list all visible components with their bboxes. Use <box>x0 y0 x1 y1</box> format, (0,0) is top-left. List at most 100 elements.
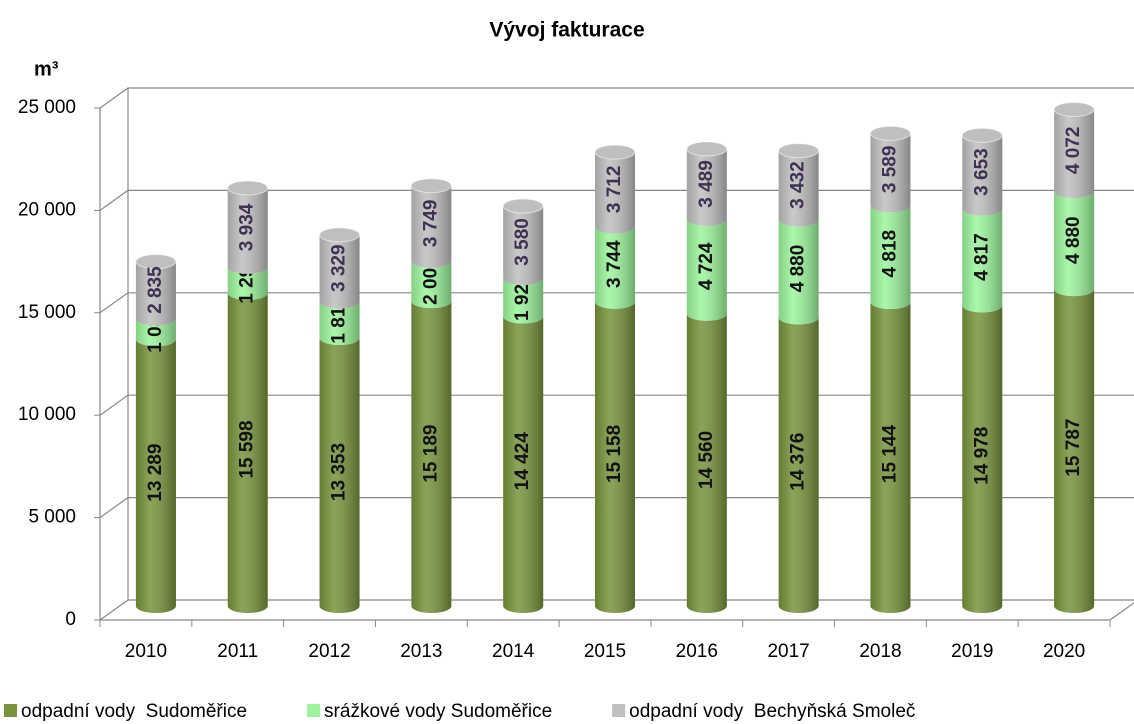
bar-segment <box>411 260 452 309</box>
legend-swatch <box>4 704 17 717</box>
cylinder-shade <box>135 339 176 614</box>
bar-segment <box>503 277 544 324</box>
bar-segment <box>502 198 544 285</box>
value-label: 4 880 <box>1063 216 1084 264</box>
value-label: 4 072 <box>1063 127 1084 175</box>
cylinder-top <box>778 143 820 159</box>
cylinder-shade <box>686 148 727 226</box>
bar-segment <box>1054 191 1095 297</box>
bar-segment <box>778 219 819 325</box>
x-tick-label: 2013 <box>400 641 442 662</box>
value-label: 3 744 <box>604 240 625 288</box>
cylinder-shade <box>411 185 452 268</box>
cylinder-top <box>869 125 911 141</box>
cylinder-top <box>1053 101 1095 117</box>
cylinder-top <box>319 227 361 243</box>
x-tick-label: 2010 <box>125 641 167 662</box>
value-label: 2 003 <box>420 257 441 305</box>
cylinder-shade <box>319 234 360 309</box>
cylinder-top <box>410 178 452 194</box>
bar-segment <box>870 302 911 614</box>
cylinder-shade <box>962 135 1003 216</box>
bar-segment <box>319 301 360 345</box>
value-label: 4 818 <box>879 230 900 278</box>
x-tick-label: 2015 <box>584 641 626 662</box>
cylinder-top <box>502 198 544 214</box>
cylinder-shade <box>962 305 1003 614</box>
cylinder-shade <box>227 266 268 300</box>
bar-segment <box>686 141 728 226</box>
cylinder-shade <box>778 150 819 227</box>
cylinder-shade <box>778 219 819 325</box>
legend-label: odpadní vody Bechyňská Smoleč <box>629 701 915 722</box>
bar-segment <box>411 301 452 614</box>
bar-segment <box>961 127 1003 216</box>
value-label: 2 835 <box>145 266 166 314</box>
legend-label: odpadní vody Sudoměřice <box>21 701 247 722</box>
bar-segment <box>135 318 176 347</box>
cylinder-shade <box>595 226 635 309</box>
bar-segment <box>869 125 911 213</box>
bar-segment <box>503 316 544 614</box>
chart-title: Vývoj fakturace <box>489 19 644 42</box>
bar-segment <box>778 143 820 227</box>
bar-segment <box>594 144 636 234</box>
value-label: 14 376 <box>788 433 809 491</box>
cylinder-shade <box>503 316 544 614</box>
bar-segment <box>410 178 452 268</box>
value-label: 1 925 <box>512 273 533 321</box>
y-tick-label: 0 <box>65 609 76 630</box>
x-tick-label: 2017 <box>767 641 809 662</box>
legend-swatch <box>307 704 321 717</box>
bar-segment <box>962 305 1003 614</box>
bar-segment <box>227 266 268 300</box>
cylinder-shade <box>686 313 727 614</box>
cylinder-top <box>227 180 269 196</box>
value-label: 3 432 <box>788 161 809 209</box>
bar-segment <box>595 226 635 309</box>
bar-segment <box>319 227 361 309</box>
cylinder-shade <box>227 292 268 613</box>
cylinder-shade <box>870 133 911 213</box>
cylinder-shade <box>962 208 1003 313</box>
cylinder-shade <box>1054 289 1095 614</box>
bar-segment <box>686 218 727 321</box>
value-label: 4 880 <box>788 245 809 293</box>
y-tick-label: 5 000 <box>28 507 76 528</box>
x-tick-label: 2018 <box>859 641 901 662</box>
cylinder-top <box>961 127 1003 143</box>
value-label: 14 424 <box>512 432 533 491</box>
value-label: 14 560 <box>696 431 717 489</box>
value-label: 3 934 <box>237 203 258 251</box>
value-label: 4 817 <box>971 233 992 281</box>
value-label: 4 724 <box>696 242 717 290</box>
value-label: 3 712 <box>604 166 625 214</box>
x-tick-label: 2016 <box>676 641 718 662</box>
value-label: 3 589 <box>879 146 900 194</box>
cylinder-top <box>135 254 177 270</box>
value-label: 3 580 <box>512 218 533 266</box>
cylinder-shade <box>1054 191 1095 297</box>
bar-segment <box>778 317 819 614</box>
bar-segment <box>595 301 635 613</box>
cylinder-top <box>594 144 636 160</box>
value-label: 15 144 <box>879 425 900 484</box>
bar-segment <box>227 292 268 613</box>
value-label: 14 978 <box>971 427 992 485</box>
bar-segment <box>962 208 1003 313</box>
x-tick-label: 2014 <box>492 641 535 662</box>
value-label: 3 489 <box>696 160 717 208</box>
cylinder-top <box>686 141 728 157</box>
cylinder-shade <box>686 218 727 321</box>
value-label: 3 329 <box>329 244 350 292</box>
cylinder-shade <box>135 318 176 347</box>
bar-segment <box>1054 289 1095 614</box>
value-label: 15 189 <box>420 425 441 483</box>
value-label: 13 353 <box>329 443 350 501</box>
cylinder-shade <box>595 152 635 234</box>
x-tick-label: 2020 <box>1043 641 1085 662</box>
x-tick-label: 2012 <box>308 641 350 662</box>
cylinder-shade <box>778 317 819 614</box>
cylinder-shade <box>503 277 544 324</box>
